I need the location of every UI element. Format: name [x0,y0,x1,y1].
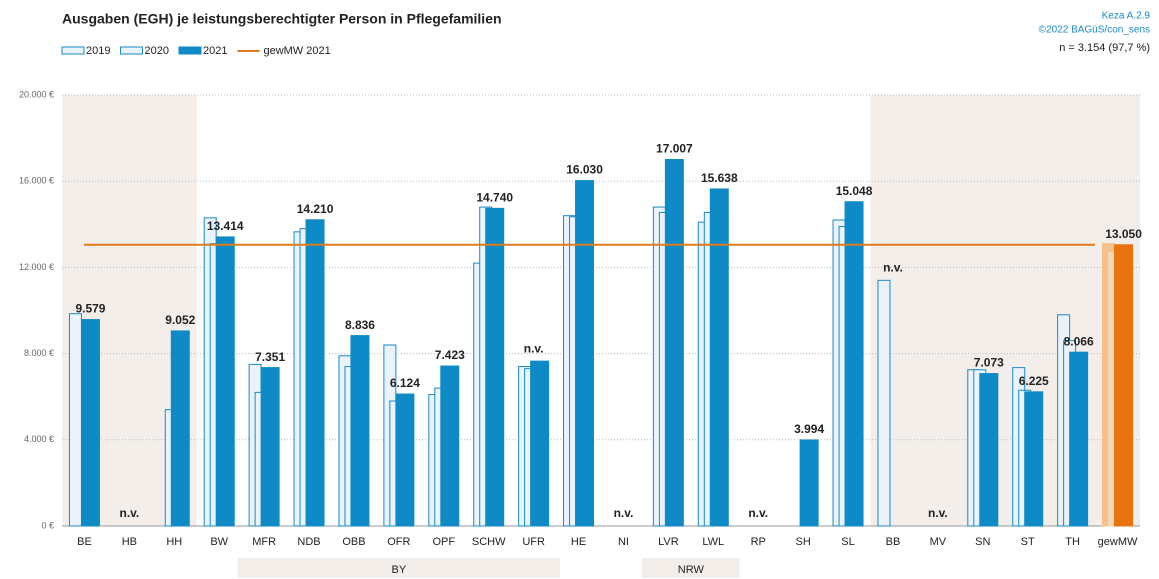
group-band [641,558,740,578]
x-tick-label: SCHW [472,536,506,548]
legend-label: 2019 [86,45,110,57]
x-tick-label: SH [795,536,810,548]
value-label: 15.048 [836,184,873,198]
x-tick-label: BW [210,536,228,548]
value-label: 14.210 [297,202,334,216]
x-tick-label: SN [975,536,990,548]
x-tick-label: RP [751,536,766,548]
chart-title: Ausgaben (EGH) je leistungsberechtigter … [62,11,502,27]
value-label: 7.351 [255,350,285,364]
x-tick-label: LVR [658,536,679,548]
x-tick-label: UFR [522,536,545,548]
bar [260,367,280,527]
bar [395,393,415,527]
annotation: n.v. [883,261,903,275]
bar [575,180,595,527]
source: Keza A.2.9 [1102,11,1151,22]
x-tick-label: NI [618,536,629,548]
x-tick-label: LWL [702,536,724,548]
bar [440,365,460,527]
bar [664,158,684,527]
x-tick-label: BB [886,536,901,548]
bar [485,207,505,527]
x-tick-label: TH [1065,536,1080,548]
value-label: 3.994 [794,422,824,436]
value-label: 9.052 [165,313,195,327]
x-tick-label: HH [166,536,182,548]
value-label: 13.414 [207,219,244,233]
value-label: 7.073 [974,356,1004,370]
legend-label: 2021 [203,45,227,57]
group-label: NRW [678,564,705,576]
y-tick-label: 16.000 € [19,176,54,186]
x-tick-label: MV [930,536,947,548]
y-tick-label: 4.000 € [24,434,54,444]
x-tick-label: MFR [252,536,276,548]
bar [709,188,729,527]
bar [80,319,100,527]
x-tick-label: HE [571,536,586,548]
value-label: 16.030 [566,163,603,177]
x-tick-label: ST [1021,536,1035,548]
legend-label: gewMW 2021 [263,45,330,57]
legend-swatch [61,46,85,55]
legend-swatch [178,46,202,55]
value-label: 9.579 [75,302,105,316]
x-tick-label: OFR [387,536,410,548]
x-tick-label: NDB [297,536,320,548]
bar [1024,391,1044,527]
bar [1114,244,1134,527]
x-tick-label: gewMW [1098,536,1138,548]
group-label: BY [392,564,407,576]
value-label: 8.836 [345,318,375,332]
note: n = 3.154 (97,7 %) [1059,42,1150,54]
annotation: n.v. [614,506,634,520]
x-tick-label: BE [77,536,92,548]
value-label: 14.740 [476,191,513,205]
value-label: 8.066 [1064,334,1094,348]
legend-label: 2020 [144,45,168,57]
bar [305,219,325,527]
value-label: 15.638 [701,171,738,185]
y-tick-label: 12.000 € [19,262,54,272]
bar [799,439,819,527]
value-label: 13.050 [1105,227,1142,241]
y-tick-label: 0 € [41,520,54,530]
copyright: ©2022 BAGüS/con_sens [1039,25,1150,36]
bar [170,330,190,527]
value-label: 6.225 [1019,374,1049,388]
bar [350,335,370,527]
bar [1069,351,1089,527]
legend-swatch [119,46,143,55]
annotation: n.v. [524,341,544,355]
y-tick-label: 20.000 € [19,89,54,99]
bar [844,201,864,527]
annotation: n.v. [748,506,768,520]
value-label: 17.007 [656,142,693,156]
x-tick-label: OBB [342,536,365,548]
y-tick-label: 8.000 € [24,348,54,358]
annotation: n.v. [119,506,139,520]
x-tick-label: SL [841,536,854,548]
group-band [237,558,561,578]
annotation: n.v. [928,506,948,520]
bar [877,279,891,527]
bar [215,236,235,527]
bar [979,373,999,527]
value-label: 6.124 [390,376,420,390]
bar [68,313,82,527]
x-tick-label: OPF [432,536,455,548]
bar [530,360,550,527]
value-label: 7.423 [435,348,465,362]
x-tick-label: HB [122,536,137,548]
